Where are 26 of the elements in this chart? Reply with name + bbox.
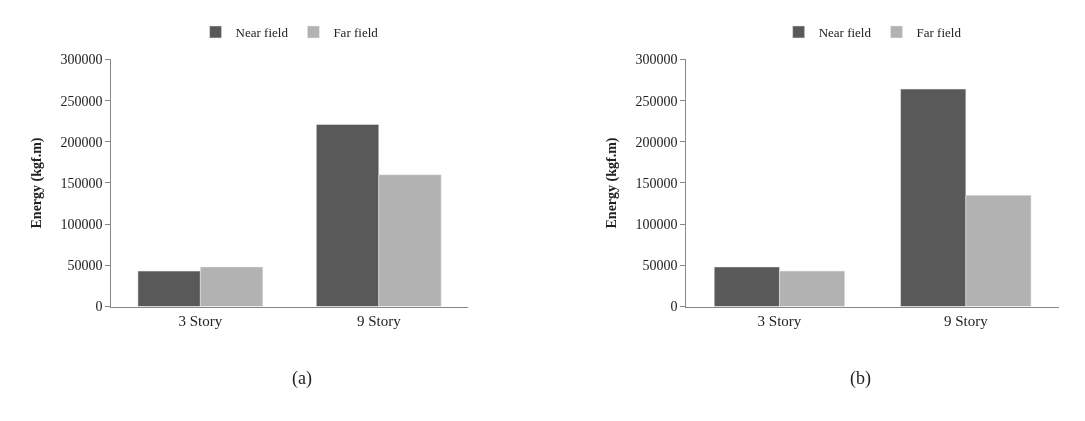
y-tick-label: 300000 — [635, 52, 678, 68]
y-tick-label: 0 — [95, 299, 103, 315]
x-tick-label: 3 Story — [757, 312, 802, 329]
text: (b) — [850, 368, 871, 389]
legend-label: Far field — [333, 25, 379, 41]
x-tick-label: 9 Story — [356, 312, 402, 329]
legend-label: Near field — [818, 25, 872, 41]
legend-label: Far field — [916, 25, 962, 41]
y-tick-label: 200000 — [60, 134, 103, 150]
y-axis-title: Energy (kgf.m) — [28, 137, 45, 229]
y-tick-label: 50000 — [642, 258, 678, 274]
y-tick-label: 0 — [670, 299, 678, 315]
y-tick-label: 200000 — [635, 134, 678, 150]
y-tick-label: 150000 — [60, 175, 103, 191]
y-tick-label: 250000 — [635, 93, 678, 109]
legend-label: Near field — [235, 25, 289, 41]
y-tick-label: 50000 — [67, 258, 103, 274]
y-tick-label: 250000 — [60, 93, 103, 109]
y-tick-label: 150000 — [635, 175, 678, 191]
y-tick-label: 100000 — [60, 217, 103, 233]
y-axis-title: Energy (kgf.m) — [604, 137, 621, 229]
x-tick-label: 3 Story — [178, 312, 223, 329]
text: (a) — [292, 368, 312, 389]
y-tick-label: 300000 — [60, 52, 103, 68]
x-tick-label: 9 Story — [943, 312, 989, 329]
y-tick-label: 100000 — [635, 217, 678, 233]
